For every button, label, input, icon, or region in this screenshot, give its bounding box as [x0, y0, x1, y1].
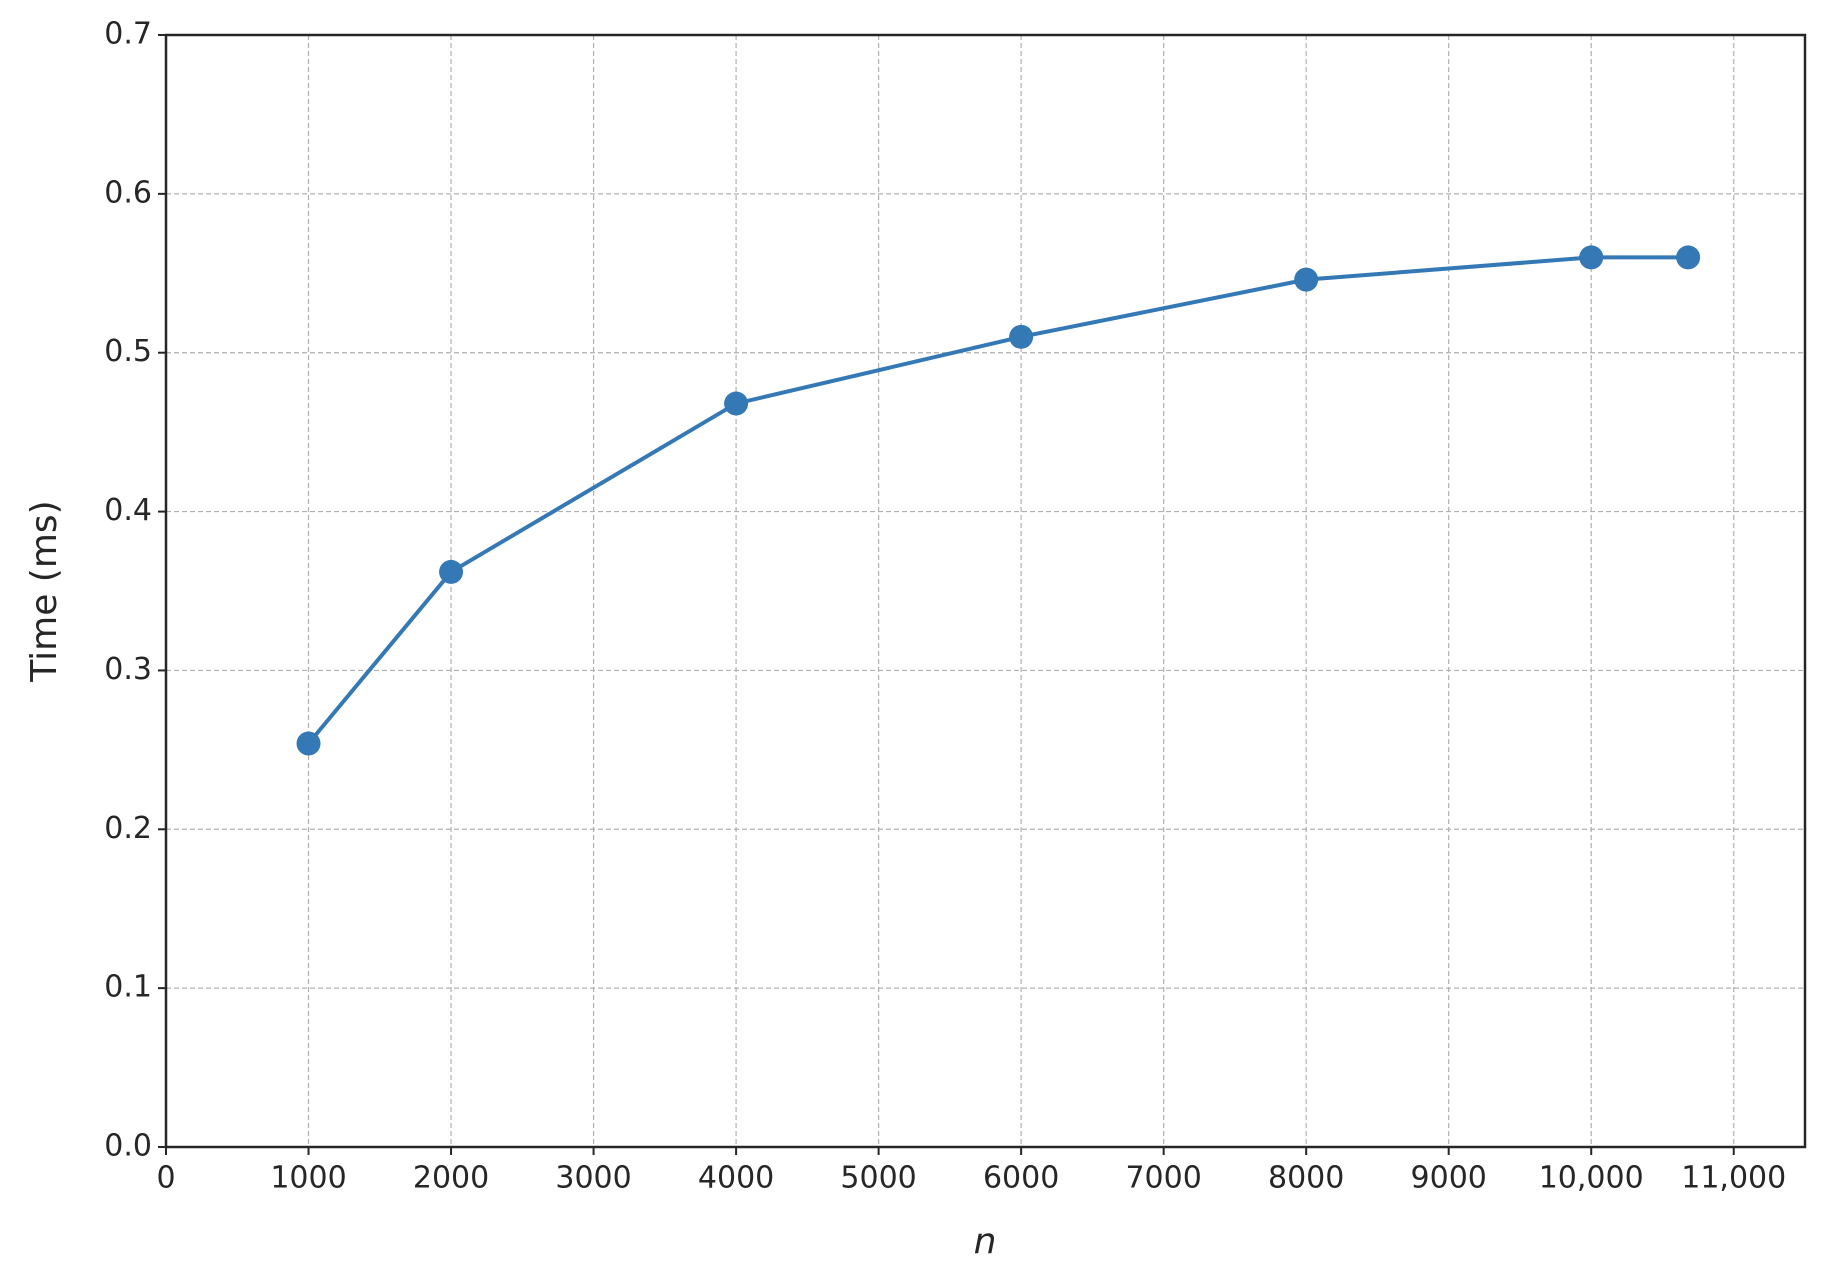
data-point [724, 391, 749, 416]
data-point [1579, 245, 1604, 270]
x-tick-label: 11,000 [1681, 1161, 1786, 1196]
y-axis-label: Time (ms) [24, 500, 65, 682]
y-tick-label: 0.2 [104, 811, 152, 846]
x-tick-label: 6000 [983, 1161, 1059, 1196]
y-tick-label: 0.7 [104, 17, 152, 52]
y-tick-label: 0.3 [104, 652, 152, 687]
y-tick-label: 0.6 [104, 175, 152, 210]
y-tick-label: 0.0 [104, 1129, 152, 1164]
data-point [1009, 324, 1034, 349]
x-tick-label: 5000 [840, 1161, 916, 1196]
plot-frame [164, 33, 1807, 1149]
x-tick-label: 9000 [1411, 1161, 1487, 1196]
x-tick-label: 3000 [555, 1161, 631, 1196]
x-tick-label: 0 [156, 1161, 175, 1196]
x-tick-label: 8000 [1268, 1161, 1344, 1196]
x-axis-label: n [974, 1221, 997, 1262]
x-tick-label: 1000 [270, 1161, 346, 1196]
data-point [1294, 267, 1319, 292]
y-tick-label: 0.1 [104, 970, 152, 1005]
data-point [296, 731, 321, 756]
x-tick-label: 10,000 [1539, 1161, 1644, 1196]
x-tick-label: 2000 [413, 1161, 489, 1196]
x-tick-label: 7000 [1125, 1161, 1201, 1196]
data-point [439, 559, 464, 584]
x-tick-label: 4000 [698, 1161, 774, 1196]
y-tick-label: 0.4 [104, 493, 152, 528]
y-tick-label: 0.5 [104, 334, 152, 369]
data-point [1676, 245, 1701, 270]
